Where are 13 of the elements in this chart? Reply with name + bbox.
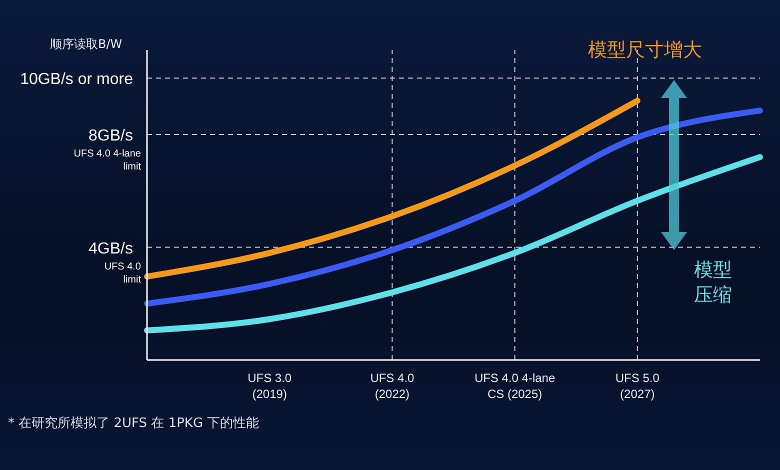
- annotation: 模型尺寸增大: [588, 38, 702, 63]
- ref-line-label: UFS 4.0 4-lane limit: [74, 148, 142, 173]
- x-tick-label: UFS 4.0 4-lane CS (2025): [474, 371, 556, 401]
- x-tick-label: UFS 3.0 (2019): [248, 371, 292, 401]
- ref-line-label: UFS 4.0 limit: [104, 261, 142, 286]
- x-tick-label: UFS 5.0 (2027): [615, 371, 660, 401]
- y-tick-label: 8GB/s: [88, 128, 133, 145]
- text: * 在研究所模拟了 2UFS 在 1PKG 下的性能: [8, 416, 260, 433]
- y-axis-title: 顺序读取B/W: [50, 36, 122, 53]
- annotation: 模型压缩: [694, 258, 733, 308]
- x-tick-label: UFS 4.0 (2022): [370, 371, 415, 401]
- y-tick-label: 10GB/s or more: [20, 71, 134, 88]
- y-tick-label: 4GB/s: [88, 240, 133, 258]
